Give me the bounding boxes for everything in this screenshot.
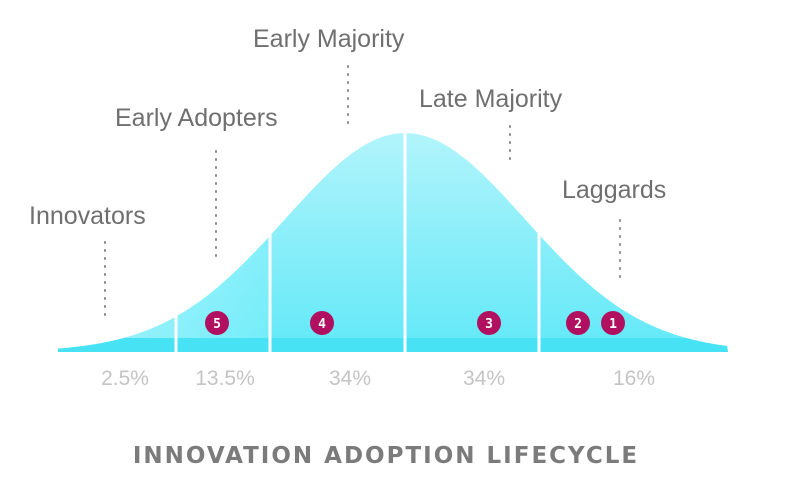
bell-curve <box>58 133 728 352</box>
badge-number: 4 <box>318 317 326 332</box>
badge-early-majority: 4 <box>310 311 334 335</box>
percent-laggards: 16% <box>613 367 655 390</box>
diagram-title: INNOVATION ADOPTION LIFECYCLE <box>133 443 639 469</box>
segment-dividers <box>174 120 541 354</box>
badges: 5 4 3 2 1 <box>205 311 625 335</box>
curve-baseline-band <box>58 338 728 352</box>
badge-late-majority: 3 <box>477 311 501 335</box>
percent-innovators: 2.5% <box>101 367 149 390</box>
percent-early-majority: 34% <box>329 367 371 390</box>
badge-number: 5 <box>213 317 221 332</box>
percent-early-adopters: 13.5% <box>195 367 255 390</box>
label-late-majority: Late Majority <box>419 85 563 113</box>
leader-lines <box>104 65 621 319</box>
label-early-majority: Early Majority <box>253 25 405 53</box>
label-laggards: Laggards <box>562 176 666 204</box>
label-early-adopters: Early Adopters <box>115 104 278 132</box>
label-innovators: Innovators <box>29 202 146 230</box>
badge-number: 3 <box>485 317 493 332</box>
percent-labels: 2.5% 13.5% 34% 34% 16% <box>101 367 655 390</box>
segment-labels: Innovators Early Adopters Early Majority… <box>29 25 666 230</box>
badge-number: 1 <box>609 317 617 332</box>
badge-laggards-b: 1 <box>601 311 625 335</box>
badge-early-adopters: 5 <box>205 311 229 335</box>
percent-late-majority: 34% <box>463 367 505 390</box>
badge-number: 2 <box>574 317 582 332</box>
badge-laggards-a: 2 <box>566 311 590 335</box>
